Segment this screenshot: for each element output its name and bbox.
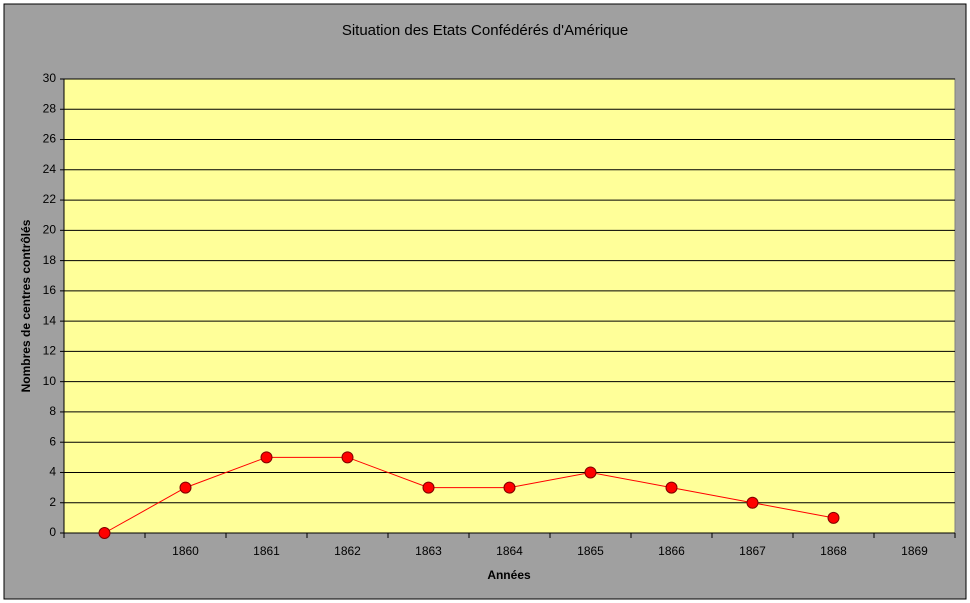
x-tick-label: 1868 xyxy=(820,544,847,558)
data-point xyxy=(341,451,354,464)
chart-title: Situation des Etats Confédérés d'Amériqu… xyxy=(342,22,628,39)
data-point xyxy=(422,481,435,494)
y-tick-label: 24 xyxy=(43,162,57,176)
data-point xyxy=(584,466,597,479)
y-tick-label: 14 xyxy=(43,313,57,327)
y-tick-label: 6 xyxy=(49,434,56,448)
y-tick-label: 10 xyxy=(43,374,57,388)
plot-area xyxy=(63,78,956,534)
y-tick-label: 12 xyxy=(43,344,57,358)
y-tick-label: 28 xyxy=(43,101,57,115)
x-tick-label: 1861 xyxy=(253,544,280,558)
y-tick-label: 4 xyxy=(49,465,56,479)
y-tick-label: 22 xyxy=(43,192,57,206)
x-tick-label: 1866 xyxy=(658,544,685,558)
y-tick-label: 18 xyxy=(43,253,57,267)
x-tick-label: 1864 xyxy=(496,544,523,558)
x-tick-label: 1863 xyxy=(415,544,442,558)
y-tick-label: 16 xyxy=(43,283,57,297)
series-line xyxy=(104,456,834,534)
x-tick-label: 1862 xyxy=(334,544,361,558)
y-tick-label: 30 xyxy=(43,71,57,85)
x-tick-label: 1860 xyxy=(172,544,199,558)
data-point xyxy=(260,451,273,464)
y-tick-label: 8 xyxy=(49,404,56,418)
data-point xyxy=(827,511,840,524)
data-point xyxy=(98,527,111,539)
data-point xyxy=(503,481,516,494)
x-tick-label: 1865 xyxy=(577,544,604,558)
x-axis-label: Années xyxy=(487,568,531,582)
x-tick-label: 1867 xyxy=(739,544,766,558)
y-axis-label: Nombres de centres contrôlés xyxy=(19,219,33,392)
y-tick-label: 2 xyxy=(49,495,56,509)
data-point xyxy=(665,481,678,494)
y-tick-label: 0 xyxy=(49,525,56,539)
data-point xyxy=(746,496,759,509)
data-point xyxy=(179,481,192,494)
y-tick-label: 20 xyxy=(43,223,57,237)
y-tick-label: 26 xyxy=(43,132,57,146)
x-tick-label: 1869 xyxy=(901,544,928,558)
